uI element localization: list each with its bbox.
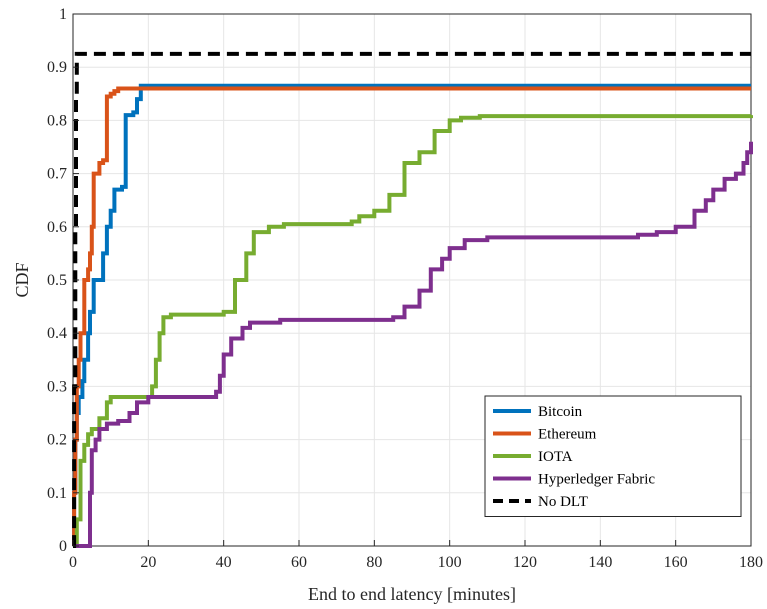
y-tick-label: 0.3 [47, 378, 67, 395]
axis-ticks: 0 20 40 60 80 100 120 140 160 180 0 0.1 0.2 0.3 0.4 0.5… [47, 6, 763, 571]
legend: Bitcoin Ethereum IOTA Hyperledger Fabric No … [484, 395, 742, 517]
x-tick-label: 100 [438, 554, 462, 571]
y-axis-label: CDF [12, 262, 32, 297]
x-tick-label: 120 [513, 554, 537, 571]
y-tick-label: 0.2 [47, 432, 67, 449]
y-tick-label: 0.7 [47, 166, 67, 183]
legend-label: Hyperledger Fabric [538, 472, 655, 488]
y-tick-label: 0.8 [47, 112, 67, 129]
x-tick-label: 40 [216, 554, 232, 571]
legend-label: No DLT [538, 494, 588, 510]
y-tick-label: 0.9 [47, 59, 67, 76]
x-tick-label: 20 [140, 554, 156, 571]
x-tick-label: 140 [588, 554, 612, 571]
x-tick-label: 160 [664, 554, 688, 571]
x-tick-label: 80 [366, 554, 382, 571]
y-tick-label: 0 [59, 538, 67, 555]
y-tick-label: 0.4 [47, 325, 67, 342]
y-tick-label: 1 [59, 6, 67, 23]
series-line-hyperledger-fabric [73, 141, 753, 548]
legend-label: Ethereum [538, 427, 597, 443]
series-line-no-dlt [72, 51, 751, 548]
legend-label: IOTA [538, 449, 573, 465]
x-tick-label: 0 [69, 554, 77, 571]
series-layer [72, 51, 753, 548]
series-line-ethereum [72, 86, 751, 548]
x-tick-label: 60 [291, 554, 307, 571]
series-line-iota [73, 114, 753, 548]
legend-label: Bitcoin [538, 404, 583, 420]
y-tick-label: 0.6 [47, 219, 67, 236]
y-tick-label: 0.5 [47, 272, 67, 289]
y-tick-label: 0.1 [47, 485, 67, 502]
x-tick-label: 180 [739, 554, 763, 571]
x-axis-label: End to end latency [minutes] [308, 584, 516, 604]
